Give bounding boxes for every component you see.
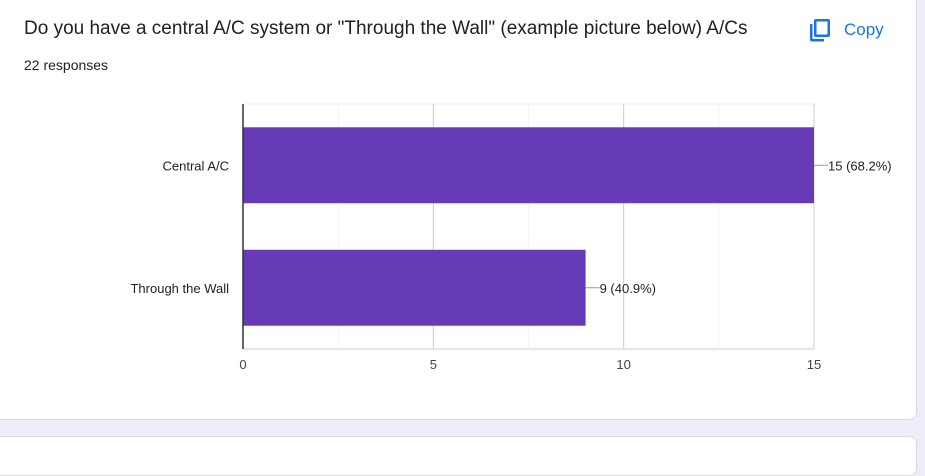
question-card <box>0 0 917 420</box>
x-tick-label: 5 <box>430 357 437 372</box>
x-tick-label: 0 <box>239 357 246 372</box>
response-count: 22 responses <box>24 57 109 73</box>
bar-chart: 0 5 10 15 Central A/C 15 (68.2%) Through the W… <box>130 103 892 372</box>
category-label: Central A/C <box>163 158 229 173</box>
copy-button-label: Copy <box>844 20 884 39</box>
bar <box>243 249 586 326</box>
copy-icon <box>808 17 832 43</box>
question-title: Do you have a central A/C system or "Thr… <box>24 18 748 39</box>
bar <box>243 127 814 204</box>
category-label: Through the Wall <box>130 281 229 296</box>
data-label: 15 (68.2%) <box>828 158 892 173</box>
x-tick-label: 10 <box>616 357 630 372</box>
copy-button[interactable]: Copy <box>800 12 892 48</box>
data-label: 9 (40.9%) <box>600 281 656 296</box>
x-tick-label: 15 <box>807 357 821 372</box>
next-question-card <box>0 436 917 476</box>
